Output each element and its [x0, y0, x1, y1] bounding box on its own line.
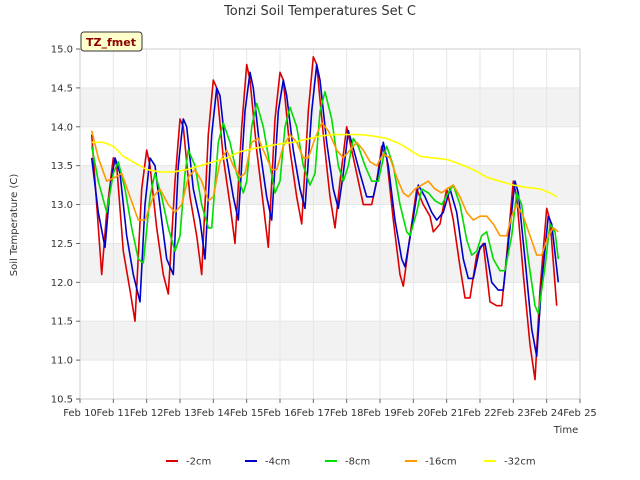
x-tick-label: Feb 12 [130, 408, 164, 419]
band [80, 87, 580, 127]
x-tick-label: Feb 18 [330, 408, 364, 419]
x-tick-label: Feb 25 [563, 408, 597, 419]
legend-item: -4cm [245, 457, 290, 468]
series-line-32cmcm [91, 133, 558, 198]
legend-label: -2cm [186, 457, 211, 468]
legend-label: -4cm [265, 457, 290, 468]
x-tick-label: Feb 22 [463, 408, 497, 419]
plot-area [79, 48, 581, 400]
x-tick-label: Feb 24 [530, 408, 564, 419]
x-tick-label: Feb 13 [163, 408, 197, 419]
y-axis-label: Soil Temperature (C) [9, 174, 20, 277]
y-tick-label: 10.5 [51, 395, 73, 406]
x-axis-ticks: Feb 10 Feb 11 Feb 12 Feb 13 Feb 14 Feb 15 Feb … [63, 399, 597, 419]
series-line-16cmcm [90, 122, 559, 256]
legend: -2cm -4cm -8cm -16cm -32cm [166, 457, 536, 468]
band [80, 321, 580, 361]
series-line-4cmcm [90, 63, 560, 357]
series-lines [90, 56, 560, 381]
y-tick-label: 11.0 [51, 356, 73, 367]
y-tick-label: 15.0 [51, 45, 73, 56]
site-tag-text: TZ_fmet [86, 36, 136, 49]
site-tag: TZ_fmet [80, 31, 143, 52]
legend-label: -16cm [425, 457, 457, 468]
x-tick-label: Feb 11 [97, 408, 131, 419]
x-tick-label: Feb 10 [63, 408, 97, 419]
y-tick-label: 13.5 [51, 161, 73, 172]
y-tick-label: 11.5 [51, 317, 73, 328]
x-tick-label: Feb 16 [263, 408, 297, 419]
x-axis-label: Time [553, 425, 578, 436]
x-tick-label: Feb 15 [230, 408, 264, 419]
x-tick-label: Feb 14 [197, 408, 231, 419]
chart-title: Tonzi Soil Temperatures Set C [223, 4, 416, 19]
legend-label: -32cm [504, 457, 536, 468]
series-line-8cmcm [90, 91, 560, 315]
x-tick-label: Feb 20 [397, 408, 431, 419]
legend-item: -8cm [325, 457, 370, 468]
x-tick-label: Feb 17 [297, 408, 331, 419]
legend-item: -16cm [405, 457, 457, 468]
legend-label: -8cm [345, 457, 370, 468]
y-tick-label: 13.0 [51, 200, 73, 211]
legend-item: -2cm [166, 457, 211, 468]
y-tick-label: 12.0 [51, 278, 73, 289]
plot-bands [80, 87, 580, 361]
x-tick-label: Feb 21 [430, 408, 464, 419]
legend-item: -32cm [484, 457, 536, 468]
y-tick-label: 14.0 [51, 122, 73, 133]
y-axis-ticks: 10.5 11.0 11.5 12.0 12.5 13.0 13.5 14.0 14.5 15.0 [51, 45, 80, 406]
x-tick-label: Feb 19 [363, 408, 397, 419]
x-tick-label: Feb 23 [497, 408, 531, 419]
y-tick-label: 14.5 [51, 83, 73, 94]
y-tick-label: 12.5 [51, 239, 73, 250]
